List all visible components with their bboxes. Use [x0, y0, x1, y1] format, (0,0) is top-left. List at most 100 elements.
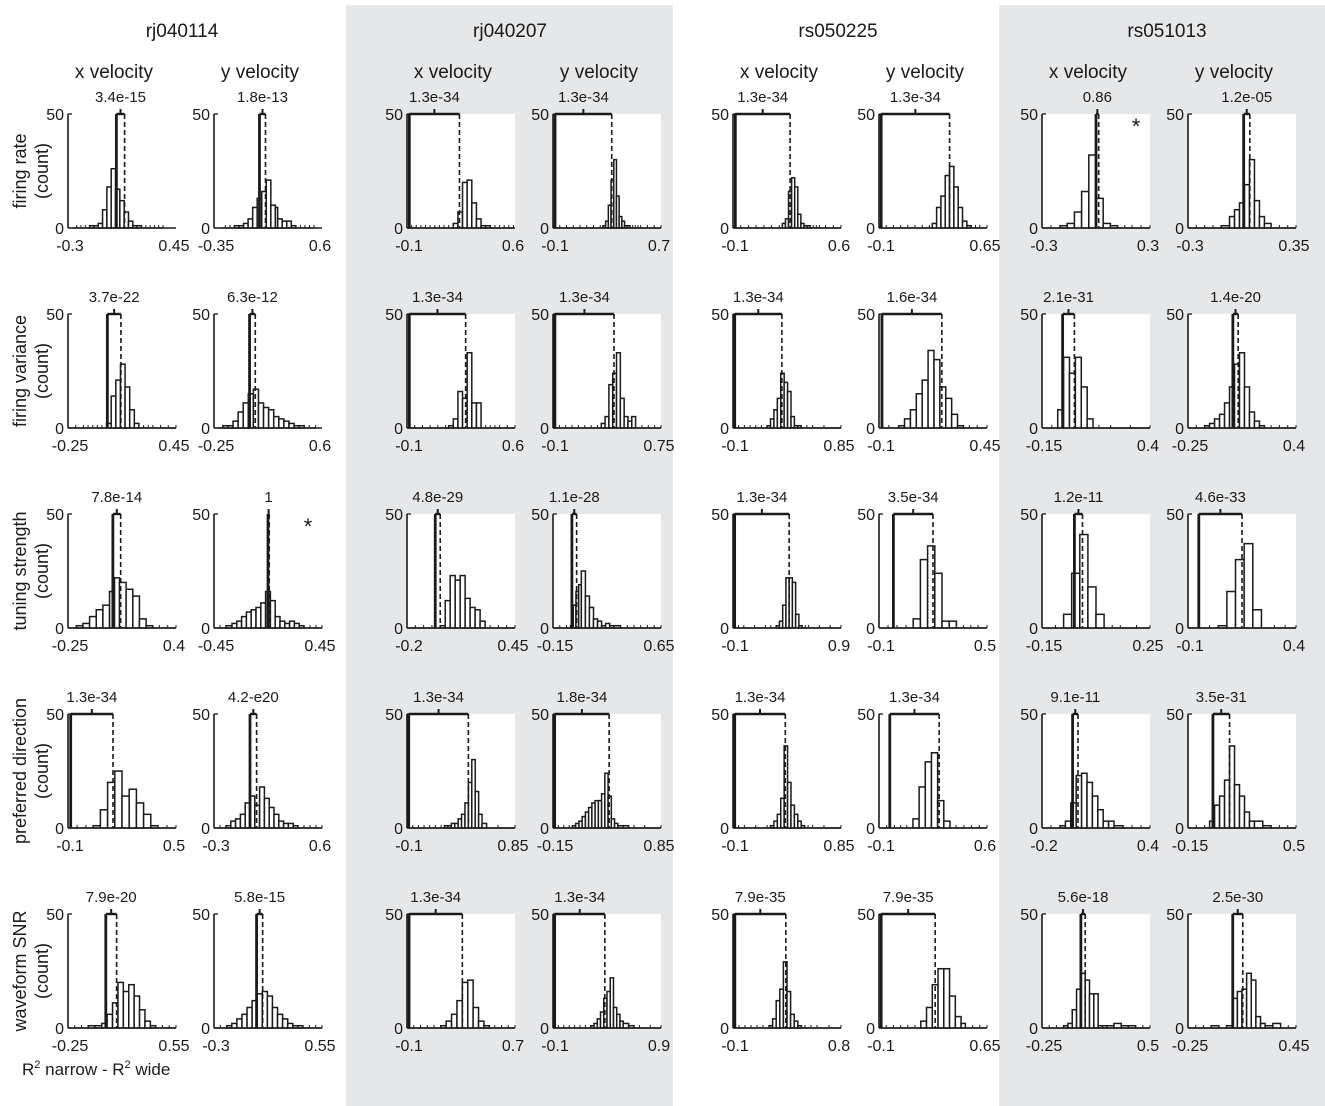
- y-tick-label-0: 0: [866, 621, 875, 638]
- y-tick-label-50: 50: [857, 107, 875, 124]
- p-value-label: 1.3e-34: [66, 689, 117, 706]
- y-tick-label-50: 50: [192, 907, 210, 924]
- x-tick-label-min: -0.1: [1176, 638, 1204, 655]
- x-tick-label-max: 0.85: [823, 838, 854, 855]
- y-tick-label-50: 50: [1020, 507, 1038, 524]
- x-tick-label-min: -0.1: [721, 638, 749, 655]
- histogram-bar: [106, 1013, 114, 1029]
- x-tick-label-max: 0.45: [497, 638, 528, 655]
- y-tick-label-0: 0: [394, 1021, 403, 1038]
- histogram-bar: [943, 967, 951, 1029]
- row-label-preferred-direction-unit: (count): [32, 743, 52, 799]
- x-tick-label-min: -0.15: [1026, 438, 1063, 455]
- p-value-label: 3.5e-31: [1196, 689, 1247, 706]
- histogram-bar: [943, 820, 951, 829]
- panel-r2-c4: 50 0-0.1 0.9 1.3e-34: [711, 489, 850, 655]
- p-value-label: 9.1e-11: [1050, 689, 1100, 706]
- x-tick-label-max: 0.85: [497, 838, 528, 855]
- x-tick-label-max: 0.6: [502, 438, 524, 455]
- x-tick-label-min: -0.1: [395, 238, 423, 255]
- significance-star: *: [1132, 114, 1141, 139]
- y-tick-label-0: 0: [1175, 821, 1184, 838]
- panel-r2-c2: 50 0-0.2 0.45 4.8e-29: [385, 489, 528, 655]
- y-tick-label-50: 50: [46, 307, 64, 324]
- x-tick-label-min: -0.1: [395, 1038, 423, 1055]
- x-tick-label-min: -0.1: [56, 838, 84, 855]
- y-tick-label-50: 50: [711, 907, 729, 924]
- plot-area: [407, 714, 515, 828]
- y-tick-label-50: 50: [46, 907, 64, 924]
- p-value-label: 1.3e-34: [889, 689, 940, 706]
- p-value-label: 4.8e-29: [412, 489, 463, 506]
- x-tick-label-max: 0.4: [1283, 638, 1305, 655]
- histogram-bar: [461, 981, 469, 1029]
- panel-r3-c7: 50 0-0.15 0.5 3.5e-31: [1166, 689, 1305, 855]
- x-tick-label-max: 0.35: [1278, 238, 1309, 255]
- histogram-bar: [138, 1009, 146, 1029]
- y-tick-label-0: 0: [866, 221, 875, 238]
- x-tick-label-max: 0.9: [828, 638, 850, 655]
- x-tick-label-max: 0.8: [828, 1038, 850, 1055]
- p-value-label: 7.9e-20: [86, 889, 137, 906]
- panel-r0-c6: 50 0-0.3 0.3 0.86 *: [1020, 89, 1159, 255]
- histogram-bar: [477, 1020, 485, 1029]
- histogram-bar: [479, 620, 486, 629]
- x-tick-label-max: 0.6: [309, 438, 331, 455]
- x-tick-label-min: -0.1: [867, 638, 895, 655]
- histogram-bar: [1086, 781, 1094, 829]
- panel-r4-c1: 50 0-0.3 0.55 5.8e-15: [192, 889, 335, 1055]
- y-tick-label-0: 0: [1029, 1021, 1038, 1038]
- histogram-bar: [281, 1018, 289, 1029]
- histogram-bar: [99, 809, 109, 829]
- histogram-bar: [1074, 356, 1083, 429]
- histogram-bar: [1062, 613, 1073, 629]
- histogram-bar: [939, 386, 947, 429]
- p-value-label: 1.4e-20: [1210, 289, 1261, 306]
- histogram-bar: [283, 420, 290, 429]
- histogram-bar: [912, 618, 922, 629]
- column-title-y-velocity: y velocity: [1195, 62, 1274, 83]
- histogram-bar: [128, 983, 135, 1029]
- x-tick-label-min: -0.1: [541, 238, 569, 255]
- x-tick-label-min: -0.15: [537, 638, 574, 655]
- dataset-title-rs051013: rs051013: [1127, 21, 1206, 42]
- panel-r4-c2: 50 0-0.1 0.7 1.3e-34: [385, 889, 524, 1055]
- x-tick-label-max: 0.45: [1278, 1038, 1309, 1055]
- y-tick-label-0: 0: [720, 421, 729, 438]
- histogram-bar: [450, 1013, 458, 1029]
- y-tick-label-50: 50: [1020, 707, 1038, 724]
- panel-r4-c0: 50 0-0.25 0.55 7.9e-20: [46, 889, 189, 1055]
- panel-r3-c5: 50 0-0.1 0.6 1.3e-34: [857, 689, 996, 855]
- p-value-label: 5.6e-18: [1058, 889, 1109, 906]
- y-tick-label-50: 50: [857, 507, 875, 524]
- x-tick-label-min: -0.25: [1172, 1038, 1209, 1055]
- x-tick-label-max: 0.5: [1137, 1038, 1159, 1055]
- y-tick-label-50: 50: [531, 907, 549, 924]
- x-tick-label-max: 0.6: [309, 838, 331, 855]
- panel-r1-c6: 50 0-0.15 0.4 2.1e-31: [1020, 289, 1159, 455]
- y-tick-label-50: 50: [711, 307, 729, 324]
- histogram-bar: [933, 358, 941, 429]
- y-tick-label-50: 50: [1020, 307, 1038, 324]
- y-tick-label-50: 50: [711, 507, 729, 524]
- panel-r1-c2: 50 0-0.1 0.6 1.3e-34: [385, 289, 524, 455]
- x-tick-label-min: -0.3: [56, 238, 84, 255]
- x-tick-label-max: 0.45: [969, 438, 1000, 455]
- y-tick-label-50: 50: [1166, 707, 1184, 724]
- y-tick-label-50: 50: [711, 107, 729, 124]
- histogram-bar: [138, 618, 147, 629]
- x-tick-label-min: -0.25: [198, 438, 235, 455]
- x-tick-label-min: -0.1: [867, 838, 895, 855]
- histogram-bar: [918, 786, 927, 829]
- y-tick-label-0: 0: [540, 621, 549, 638]
- x-tick-label-max: 0.55: [158, 1038, 189, 1055]
- y-tick-label-0: 0: [720, 621, 729, 638]
- histogram-bar: [1073, 211, 1083, 229]
- x-tick-label-min: -0.1: [541, 1038, 569, 1055]
- histogram-bar: [241, 1013, 248, 1029]
- dataset-title-rj040114: rj040114: [146, 21, 219, 42]
- panel-r2-c1: 50 0-0.45 0.45 1 *: [192, 489, 335, 655]
- global-x-axis-label: R2 narrow - R2 wide: [22, 1059, 170, 1079]
- x-tick-label-min: -0.2: [395, 638, 423, 655]
